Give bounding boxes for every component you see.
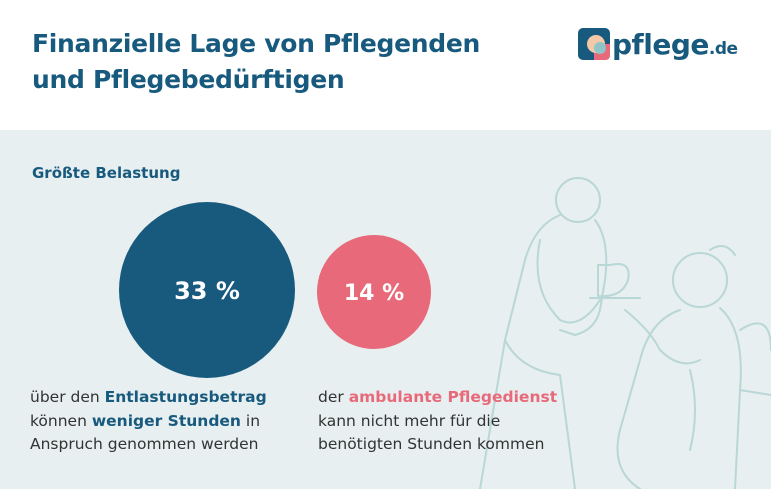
desc-line: können weniger Stunden in	[30, 410, 267, 434]
title: Finanzielle Lage von Pflegenden und Pfle…	[32, 26, 480, 98]
title-line: und Pflegebedürftigen	[32, 65, 345, 94]
logo-tld: .de	[708, 39, 738, 59]
text: über den	[30, 388, 105, 406]
value-label: 33 %	[174, 277, 240, 305]
text: können	[30, 411, 92, 430]
desc-line: benötigten Stunden kommen	[318, 433, 557, 457]
section-label: Größte Belastung	[32, 164, 181, 182]
highlight: Entlastungsbetrag	[104, 388, 267, 406]
highlight: weniger Stunden	[91, 411, 241, 430]
title-line: Finanzielle Lage von Pflegenden	[32, 29, 481, 58]
description: der ambulante Pflegedienst kann nicht me…	[318, 386, 557, 457]
text: benötigten Stunden kommen	[318, 435, 545, 453]
logo-name: pflege	[612, 28, 709, 61]
desc-line: über den Entlastungsbetrag	[30, 386, 267, 410]
logo: pflege.de	[612, 28, 738, 61]
text: der	[318, 388, 349, 406]
value-circle	[317, 235, 431, 349]
highlight: ambulante Pflegedienst	[348, 388, 558, 406]
logo-icon	[578, 28, 610, 60]
value-label: 14 %	[344, 281, 404, 306]
illustration: 33 % 14 %	[119, 177, 771, 489]
desc-line: der ambulante Pflegedienst	[318, 386, 557, 410]
text: in	[240, 411, 261, 430]
description: über den Entlastungsbetrag können wenige…	[30, 386, 267, 457]
desc-line: kann nicht mehr für die	[318, 410, 557, 434]
value-circle	[119, 202, 295, 378]
text: Anspruch genommen werden	[30, 435, 259, 453]
desc-line: Anspruch genommen werden	[30, 433, 267, 457]
text: kann nicht mehr für die	[318, 411, 501, 430]
